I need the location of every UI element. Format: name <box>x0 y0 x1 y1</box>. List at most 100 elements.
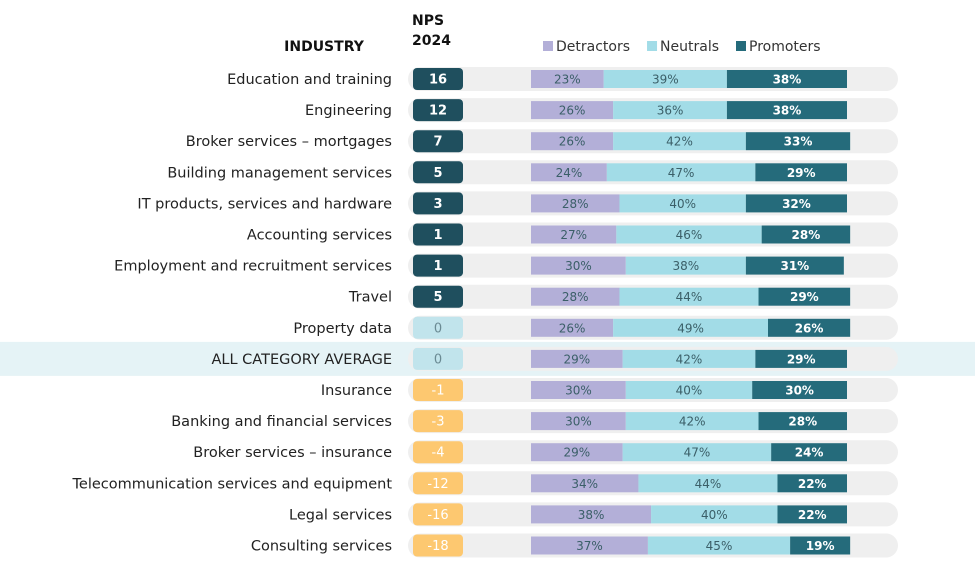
category-label: Consulting services <box>251 539 392 555</box>
bar-segment <box>531 132 614 151</box>
segment-label: 29% <box>787 166 816 180</box>
segment-label: 30% <box>565 259 592 273</box>
segment-label: 30% <box>565 384 592 398</box>
segment-label: 38% <box>773 104 802 118</box>
segment-label: 24% <box>795 446 824 460</box>
nps-badge <box>413 410 463 433</box>
bar-segment <box>777 474 847 493</box>
segment-label: 44% <box>676 290 703 304</box>
legend-label: Neutrals <box>660 39 719 55</box>
nps-value: -12 <box>427 477 448 492</box>
nps-badge <box>413 472 463 495</box>
segment-label: 28% <box>562 290 589 304</box>
segment-label: 29% <box>563 352 590 366</box>
segment-label: 22% <box>798 477 827 491</box>
nps-header: NPS 2024 <box>412 13 451 49</box>
bar-segment <box>619 287 759 306</box>
bar-segment <box>606 163 756 182</box>
segment-label: 26% <box>559 104 586 118</box>
nps-badge <box>413 223 463 246</box>
nps-badge <box>413 192 463 215</box>
category-label: Legal services <box>289 507 392 523</box>
segment-label: 29% <box>563 446 590 460</box>
bar-segment <box>531 474 639 493</box>
category-label: Education and training <box>227 72 392 88</box>
bar-segment <box>638 474 778 493</box>
segment-label: 32% <box>782 197 811 211</box>
bar-segment <box>613 318 768 337</box>
nps-badge <box>413 503 463 526</box>
bar-segment <box>745 194 847 213</box>
nps-badge <box>413 254 463 277</box>
category-label: Accounting services <box>247 228 392 244</box>
bar-segment <box>758 287 851 306</box>
bar-segment <box>761 225 851 244</box>
segment-label: 23% <box>554 73 581 87</box>
nps-value: 7 <box>433 135 442 150</box>
bar-segment <box>619 194 746 213</box>
segment-label: 24% <box>556 166 583 180</box>
bar-segment <box>531 381 626 399</box>
segment-label: 36% <box>657 104 684 118</box>
segment-label: 37% <box>576 539 603 553</box>
segment-label: 47% <box>684 446 711 460</box>
segment-label: 30% <box>565 415 592 429</box>
bar-segment <box>625 412 759 431</box>
legend-label: Detractors <box>556 39 630 55</box>
nps-value: 3 <box>433 197 442 212</box>
bar-segment <box>531 101 614 120</box>
segment-label: 28% <box>562 197 589 211</box>
bar-segment <box>651 505 778 524</box>
nps-badge <box>413 379 463 401</box>
segment-label: 26% <box>795 321 824 335</box>
category-label: Broker services – insurance <box>193 445 392 461</box>
nps-badge <box>413 316 463 339</box>
segment-label: 40% <box>669 197 696 211</box>
bar-segment <box>531 505 652 524</box>
bar-segment <box>790 536 851 555</box>
segment-label: 40% <box>701 508 728 522</box>
nps-badge <box>413 534 463 557</box>
nps-value: 1 <box>433 228 442 243</box>
bar-segment <box>726 101 847 120</box>
nps-badge <box>413 347 463 370</box>
bar-segment <box>758 412 847 431</box>
segment-label: 49% <box>677 321 704 335</box>
segment-label: 26% <box>559 135 586 149</box>
bar-segment <box>531 412 626 431</box>
nps-value: -1 <box>432 384 445 399</box>
bar-segment <box>531 194 620 213</box>
bar-segment <box>752 381 847 399</box>
category-label: Broker services – mortgages <box>186 134 392 150</box>
nps-badge <box>413 161 463 184</box>
bar-segment <box>755 349 847 368</box>
segment-label: 40% <box>676 384 703 398</box>
legend-label: Promoters <box>749 39 821 55</box>
legend-swatch <box>543 41 553 51</box>
bar-segment <box>531 349 623 368</box>
nps-badge <box>413 130 463 153</box>
nps-value: 0 <box>434 321 442 336</box>
bar-segment <box>603 70 727 88</box>
bar-segment <box>745 256 844 275</box>
bar-segment <box>531 287 620 306</box>
bar-segment <box>768 318 851 337</box>
bar-segment <box>625 381 753 399</box>
segment-label: 29% <box>790 290 819 304</box>
bar-segment <box>726 70 847 88</box>
bar-segment <box>622 443 772 462</box>
segment-label: 33% <box>784 135 813 149</box>
category-label: IT products, services and hardware <box>137 196 392 212</box>
legend-swatch <box>736 41 746 51</box>
bar-segment <box>616 225 762 244</box>
category-label: Employment and recruitment services <box>114 259 392 275</box>
bar-segment <box>755 163 847 182</box>
segment-label: 46% <box>676 228 703 242</box>
segment-label: 28% <box>788 415 817 429</box>
category-label: Travel <box>348 290 392 306</box>
bar-segment <box>777 505 847 524</box>
segment-label: 39% <box>652 73 679 87</box>
nps-badge <box>413 285 463 308</box>
nps-value: 1 <box>433 259 442 274</box>
